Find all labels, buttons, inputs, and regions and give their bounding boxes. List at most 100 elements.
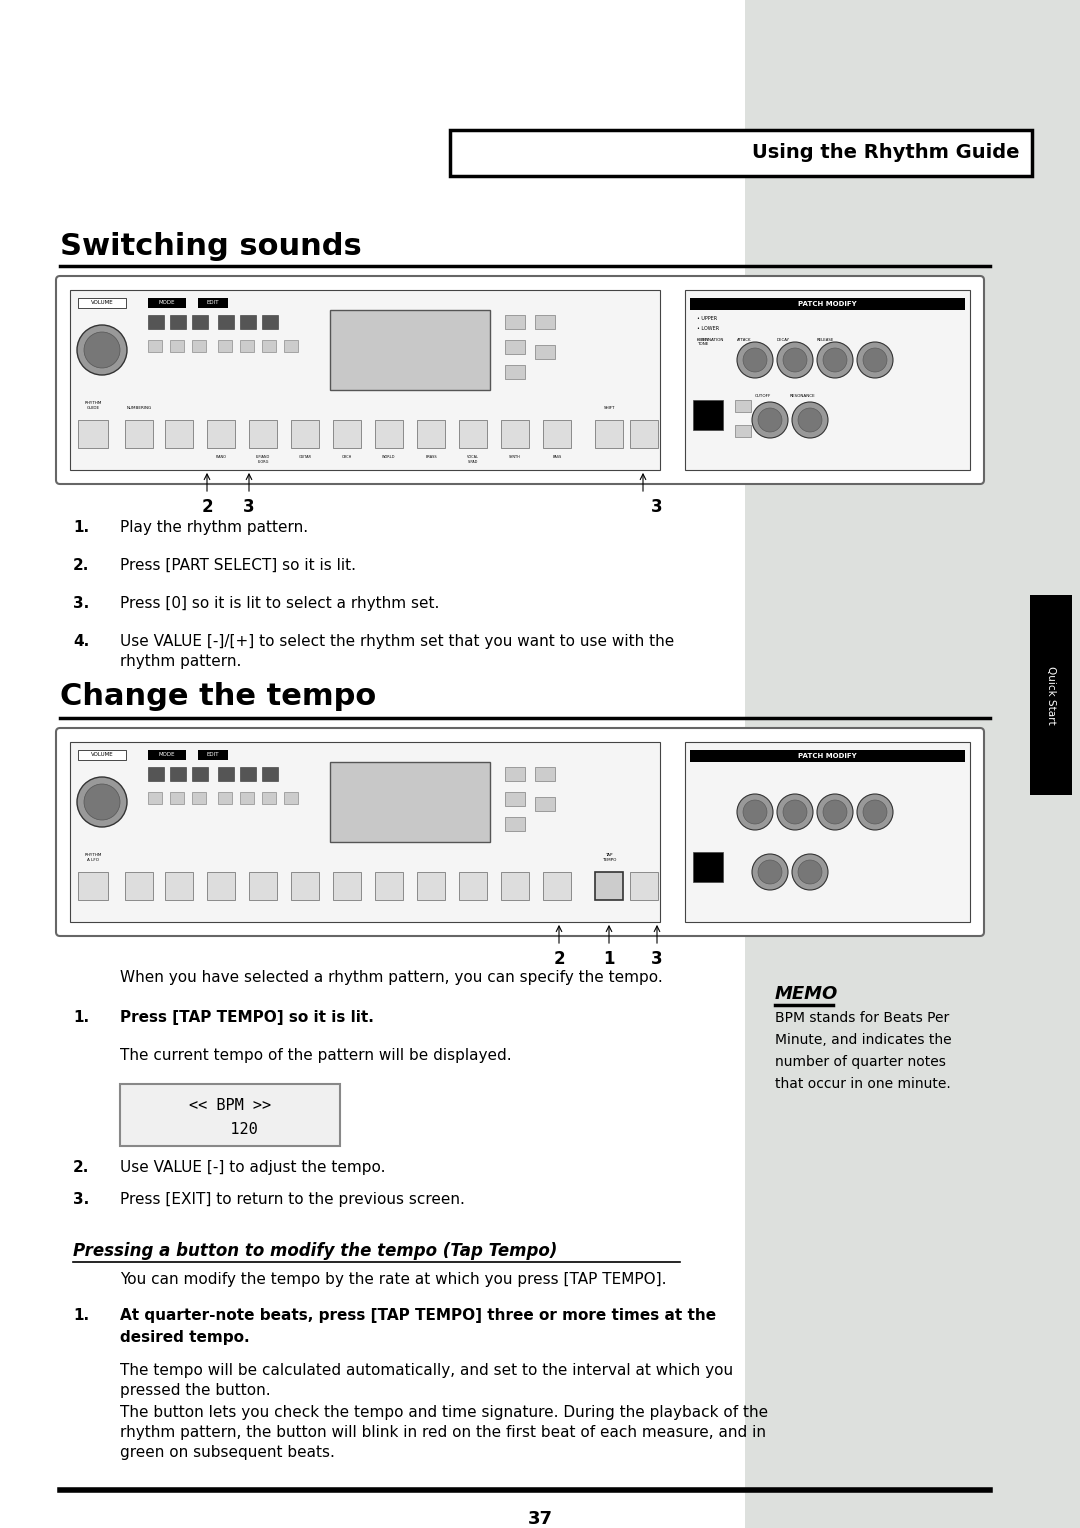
Bar	[459, 420, 487, 448]
Bar	[543, 420, 571, 448]
Text: rhythm pattern, the button will blink in red on the first beat of each measure, : rhythm pattern, the button will blink in…	[120, 1426, 766, 1439]
Bar	[78, 420, 108, 448]
Text: The tempo will be calculated automatically, and set to the interval at which you: The tempo will be calculated automatical…	[120, 1363, 733, 1378]
Circle shape	[752, 402, 788, 439]
Circle shape	[792, 402, 828, 439]
Bar	[249, 420, 276, 448]
Text: Minute, and indicates the: Minute, and indicates the	[775, 1033, 951, 1047]
Text: BRASS: BRASS	[426, 455, 436, 458]
Bar	[170, 767, 186, 781]
FancyBboxPatch shape	[56, 277, 984, 484]
Circle shape	[743, 801, 767, 824]
Bar	[148, 792, 162, 804]
Text: The button lets you check the tempo and time signature. During the playback of t: The button lets you check the tempo and …	[120, 1406, 768, 1420]
Bar	[459, 872, 487, 900]
Bar	[535, 345, 555, 359]
Text: Quick Start: Quick Start	[1047, 666, 1056, 724]
Circle shape	[84, 784, 120, 821]
Bar	[284, 341, 298, 351]
Text: 3: 3	[651, 950, 663, 969]
Bar	[535, 767, 555, 781]
Bar	[170, 341, 184, 351]
Circle shape	[816, 342, 853, 377]
Bar	[505, 315, 525, 329]
Bar	[1030, 594, 1072, 795]
Text: VOLUME: VOLUME	[91, 301, 113, 306]
Circle shape	[823, 801, 847, 824]
Bar	[693, 400, 723, 429]
Bar	[690, 298, 966, 310]
Bar	[165, 420, 193, 448]
Bar	[505, 817, 525, 831]
Bar	[262, 792, 276, 804]
Bar	[375, 420, 403, 448]
Text: Press [TAP TEMPO] so it is lit.: Press [TAP TEMPO] so it is lit.	[120, 1010, 374, 1025]
Text: E.PIANO
E.ORG: E.PIANO E.ORG	[256, 455, 270, 463]
Bar	[501, 872, 529, 900]
Text: Press [PART SELECT] so it is lit.: Press [PART SELECT] so it is lit.	[120, 558, 356, 573]
Text: Using the Rhythm Guide: Using the Rhythm Guide	[753, 144, 1020, 162]
Circle shape	[798, 408, 822, 432]
Circle shape	[783, 348, 807, 371]
Bar	[170, 315, 186, 329]
Bar	[207, 872, 235, 900]
Circle shape	[783, 801, 807, 824]
Bar	[745, 0, 1080, 1528]
Bar	[417, 872, 445, 900]
Text: that occur in one minute.: that occur in one minute.	[775, 1077, 950, 1091]
Bar	[630, 872, 658, 900]
Text: 2.: 2.	[73, 1160, 90, 1175]
Text: The current tempo of the pattern will be displayed.: The current tempo of the pattern will be…	[120, 1048, 512, 1063]
Text: DESTINATION
TONE: DESTINATION TONE	[697, 338, 725, 347]
Bar	[240, 315, 256, 329]
Bar	[291, 872, 319, 900]
Bar	[333, 872, 361, 900]
Text: You can modify the tempo by the rate at which you press [TAP TEMPO].: You can modify the tempo by the rate at …	[120, 1271, 666, 1287]
Text: 3.: 3.	[73, 1192, 90, 1207]
Bar	[505, 767, 525, 781]
Text: VOLUME: VOLUME	[91, 752, 113, 758]
Text: desired tempo.: desired tempo.	[120, 1329, 249, 1345]
Bar	[330, 762, 490, 842]
Circle shape	[777, 795, 813, 830]
Bar	[192, 315, 208, 329]
Text: 37: 37	[527, 1510, 553, 1528]
Text: 1.: 1.	[73, 1308, 90, 1323]
Text: GUITAR: GUITAR	[298, 455, 311, 458]
Text: EDIT: EDIT	[206, 752, 219, 758]
Bar	[148, 767, 164, 781]
Text: • UPPER: • UPPER	[697, 315, 717, 321]
Bar	[685, 743, 970, 921]
Bar	[262, 341, 276, 351]
Text: pressed the button.: pressed the button.	[120, 1383, 271, 1398]
Text: BPM stands for Beats Per: BPM stands for Beats Per	[775, 1012, 949, 1025]
Bar	[284, 792, 298, 804]
Circle shape	[737, 342, 773, 377]
Text: green on subsequent beats.: green on subsequent beats.	[120, 1445, 335, 1459]
Text: 2.: 2.	[73, 558, 90, 573]
Bar	[333, 420, 361, 448]
Circle shape	[858, 342, 893, 377]
Bar	[693, 853, 723, 882]
Bar	[735, 425, 751, 437]
Bar	[148, 315, 164, 329]
Bar	[192, 792, 206, 804]
Bar	[240, 341, 254, 351]
Text: 120: 120	[203, 1123, 257, 1137]
Circle shape	[758, 408, 782, 432]
Text: Press [EXIT] to return to the previous screen.: Press [EXIT] to return to the previous s…	[120, 1192, 464, 1207]
Bar	[198, 750, 228, 759]
Text: Change the tempo: Change the tempo	[60, 681, 376, 711]
Bar	[198, 298, 228, 309]
Text: 2: 2	[201, 498, 213, 516]
Bar	[218, 767, 234, 781]
Bar	[505, 792, 525, 805]
Text: NUMBERING: NUMBERING	[126, 406, 151, 410]
Text: RELEASE: RELEASE	[816, 338, 835, 342]
Bar	[595, 872, 623, 900]
Bar	[207, 420, 235, 448]
Text: Use VALUE [-] to adjust the tempo.: Use VALUE [-] to adjust the tempo.	[120, 1160, 386, 1175]
Circle shape	[798, 860, 822, 885]
Bar	[125, 420, 153, 448]
Text: 3.: 3.	[73, 596, 90, 611]
